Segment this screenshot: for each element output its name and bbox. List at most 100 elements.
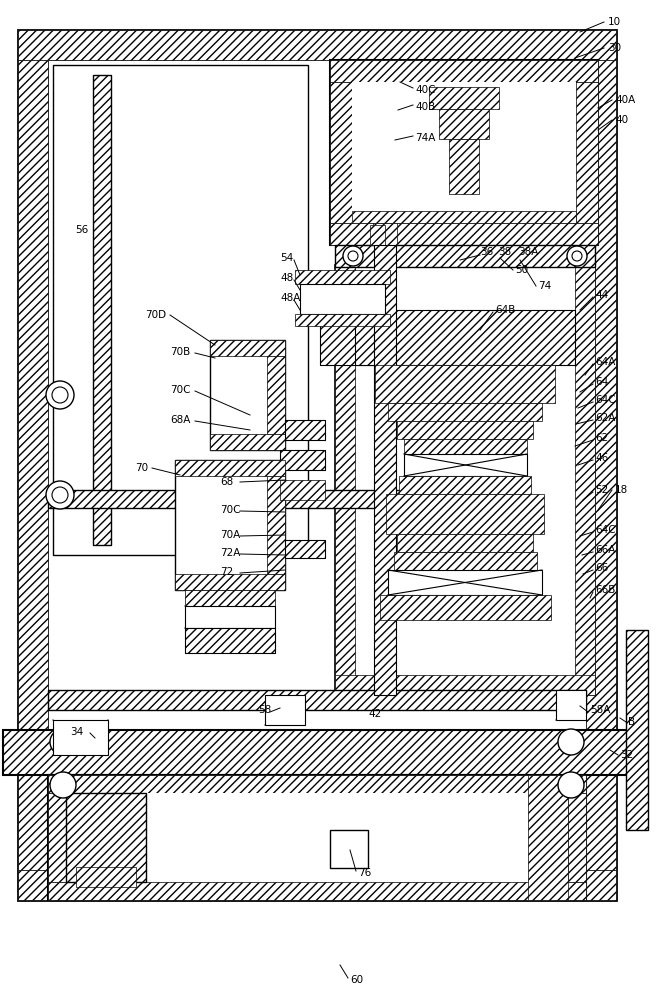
Text: 66B: 66B	[595, 585, 615, 595]
Bar	[66, 793, 568, 882]
Text: 58A: 58A	[590, 705, 610, 715]
Bar	[388, 570, 542, 595]
Bar	[380, 595, 551, 620]
Text: 64A: 64A	[595, 357, 615, 367]
Text: 48: 48	[280, 273, 293, 283]
Bar	[320, 310, 390, 365]
Text: 74A: 74A	[415, 133, 436, 143]
Text: 40B: 40B	[415, 102, 435, 112]
Text: 60: 60	[350, 975, 363, 985]
Text: 54: 54	[280, 253, 293, 263]
Bar	[48, 690, 586, 710]
Circle shape	[558, 772, 584, 798]
Bar	[53, 65, 308, 555]
Bar	[626, 630, 648, 830]
Text: 64C: 64C	[595, 395, 616, 405]
Bar	[285, 420, 325, 440]
Circle shape	[52, 487, 68, 503]
Bar	[556, 690, 586, 720]
Circle shape	[343, 246, 363, 266]
Bar	[18, 60, 48, 870]
Bar	[300, 284, 385, 314]
Bar	[175, 460, 285, 476]
Bar	[280, 450, 325, 470]
Bar	[355, 310, 575, 365]
Bar	[335, 265, 595, 695]
Bar	[373, 223, 397, 245]
Bar	[449, 139, 479, 194]
Bar	[285, 540, 325, 558]
Circle shape	[46, 481, 74, 509]
Bar	[175, 574, 285, 590]
Circle shape	[558, 729, 584, 755]
Bar	[335, 245, 595, 267]
Text: 38A: 38A	[518, 247, 539, 257]
Bar	[93, 75, 111, 545]
Bar	[330, 223, 598, 245]
Bar	[210, 340, 285, 450]
Bar	[330, 830, 368, 868]
Bar	[335, 265, 355, 695]
Bar	[48, 690, 586, 710]
Circle shape	[50, 729, 76, 755]
Text: 32: 32	[620, 750, 633, 760]
Bar	[280, 450, 325, 470]
Bar	[18, 870, 616, 900]
Text: 56: 56	[75, 225, 88, 235]
Bar	[330, 60, 598, 82]
Text: 40A: 40A	[615, 95, 635, 105]
Circle shape	[572, 251, 582, 261]
Text: 72A: 72A	[220, 548, 240, 558]
Bar	[185, 606, 275, 628]
Bar	[3, 730, 631, 775]
Bar	[355, 310, 575, 365]
Bar	[397, 534, 533, 552]
Circle shape	[567, 246, 587, 266]
Text: 68A: 68A	[170, 415, 190, 425]
Text: 44: 44	[595, 290, 609, 300]
Text: 58: 58	[258, 705, 271, 715]
Text: 64C: 64C	[595, 525, 616, 535]
Bar	[185, 628, 275, 653]
Text: 42: 42	[368, 709, 381, 719]
Bar	[399, 476, 531, 494]
Text: 18: 18	[615, 485, 628, 495]
Bar	[185, 628, 275, 653]
Text: 64B: 64B	[495, 305, 515, 315]
Text: 74: 74	[538, 281, 551, 291]
Bar	[330, 82, 352, 223]
Circle shape	[348, 251, 358, 261]
Bar	[285, 540, 325, 558]
Bar	[48, 60, 586, 870]
Bar	[352, 211, 576, 223]
Bar	[404, 439, 527, 454]
Bar	[18, 30, 616, 60]
Text: 76: 76	[358, 868, 371, 878]
Bar	[175, 460, 285, 590]
Bar	[285, 420, 325, 440]
Text: 46: 46	[595, 453, 609, 463]
Circle shape	[52, 387, 68, 403]
Text: B: B	[628, 717, 635, 727]
Bar	[48, 775, 586, 793]
Bar	[330, 60, 598, 245]
Bar	[575, 265, 595, 695]
Bar	[210, 340, 285, 356]
Text: 72: 72	[220, 567, 233, 577]
Text: 38: 38	[498, 247, 512, 257]
Bar	[439, 109, 489, 139]
Bar	[185, 590, 275, 606]
Text: 48A: 48A	[280, 293, 300, 303]
Bar	[295, 270, 390, 284]
Bar	[93, 75, 111, 545]
Text: 66: 66	[595, 563, 609, 573]
Bar	[66, 793, 146, 882]
Bar	[576, 82, 598, 223]
Bar	[48, 775, 586, 900]
Bar	[295, 314, 390, 326]
Bar	[76, 867, 136, 887]
Bar	[386, 494, 544, 534]
Text: 64: 64	[595, 377, 609, 387]
Text: 70D: 70D	[145, 310, 166, 320]
Bar	[397, 421, 533, 439]
